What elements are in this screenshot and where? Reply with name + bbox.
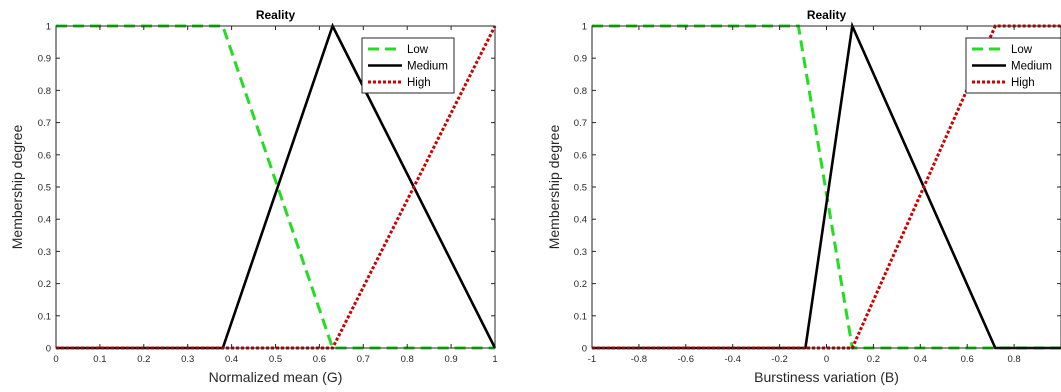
- x-tick-label: -0.6: [678, 354, 694, 365]
- legend: Low Medium High: [965, 37, 1061, 94]
- legend-label-high: High: [1011, 77, 1035, 89]
- y-tick-label: 0.6: [574, 150, 587, 161]
- y-axis-label: Membership degree: [9, 125, 25, 250]
- legend-label-low: Low: [1011, 44, 1033, 56]
- y-tick-label: 1: [582, 22, 587, 33]
- legend: Low Medium High: [361, 37, 455, 94]
- x-tick-label: 0.4: [225, 354, 238, 365]
- x-tick-label: 0.3: [181, 354, 194, 365]
- legend-label-medium: Medium: [1011, 61, 1052, 73]
- y-tick-label: 0.2: [574, 279, 587, 290]
- x-tick-label: 0: [824, 354, 829, 365]
- y-tick-label: 1: [46, 22, 51, 33]
- y-tick-label: 0.1: [38, 311, 51, 322]
- legend-label-medium: Medium: [407, 61, 448, 73]
- x-tick-label: 1: [492, 354, 497, 365]
- y-tick-label: 0.7: [38, 118, 51, 129]
- x-tick-label: 0.2: [137, 354, 150, 365]
- x-tick-label: 0.9: [444, 354, 457, 365]
- x-tick-label: 0.8: [1007, 354, 1020, 365]
- legend-label-low: Low: [407, 44, 429, 56]
- x-tick-label: -0.2: [771, 354, 787, 365]
- y-tick-label: 0.4: [38, 215, 51, 226]
- y-tick-label: 0.7: [574, 118, 587, 129]
- x-tick-label: -0.4: [725, 354, 741, 365]
- y-tick-label: 0.1: [574, 311, 587, 322]
- x-tick-label: 0.7: [357, 354, 370, 365]
- y-tick-label: 0.2: [38, 279, 51, 290]
- x-tick-label: 0.8: [401, 354, 414, 365]
- y-tick-label: 0.4: [574, 215, 587, 226]
- chart-title: Reality: [807, 8, 847, 22]
- y-tick-label: 0.5: [38, 183, 51, 194]
- y-tick-label: 0: [46, 344, 51, 355]
- y-tick-label: 0.6: [38, 150, 51, 161]
- x-tick-label: 0.4: [914, 354, 927, 365]
- x-tick-label: 0.1: [93, 354, 106, 365]
- y-tick-label: 0.5: [574, 183, 587, 194]
- y-tick-label: 0.3: [574, 247, 587, 258]
- x-axis-label: Normalized mean (G): [209, 369, 343, 385]
- x-tick-label: 0: [53, 354, 58, 365]
- y-axis-label: Membership degree: [546, 125, 562, 250]
- x-axis-label: Burstiness variation (B): [754, 369, 899, 385]
- x-tick-label: 0.2: [867, 354, 880, 365]
- x-tick-label: -0.8: [631, 354, 647, 365]
- chart-panel-1: 0 0.1 0.2 0.3 0.4 0.5 0.6 0.7 0.8 0.9 1 0 0.1 0.2 0.3 0…: [9, 8, 498, 385]
- y-tick-label: 0.8: [574, 86, 587, 97]
- legend-label-high: High: [407, 77, 431, 89]
- x-tick-label: -1: [588, 354, 596, 365]
- y-tick-label: 0.8: [38, 86, 51, 97]
- y-tick-label: 0.3: [38, 247, 51, 258]
- y-tick-label: 0: [582, 344, 587, 355]
- x-tick-label: 0.6: [313, 354, 326, 365]
- x-tick-label: 0.5: [269, 354, 282, 365]
- chart-title: Reality: [256, 8, 296, 22]
- y-tick-label: 0.9: [574, 54, 587, 65]
- chart-panel-2: -1 -0.8 -0.6 -0.4 -0.2 0 0.2 0.4 0.6 0.8 0 0.1 0.2 0.…: [546, 8, 1061, 385]
- y-tick-label: 0.9: [38, 54, 51, 65]
- x-tick-label: 0.6: [961, 354, 974, 365]
